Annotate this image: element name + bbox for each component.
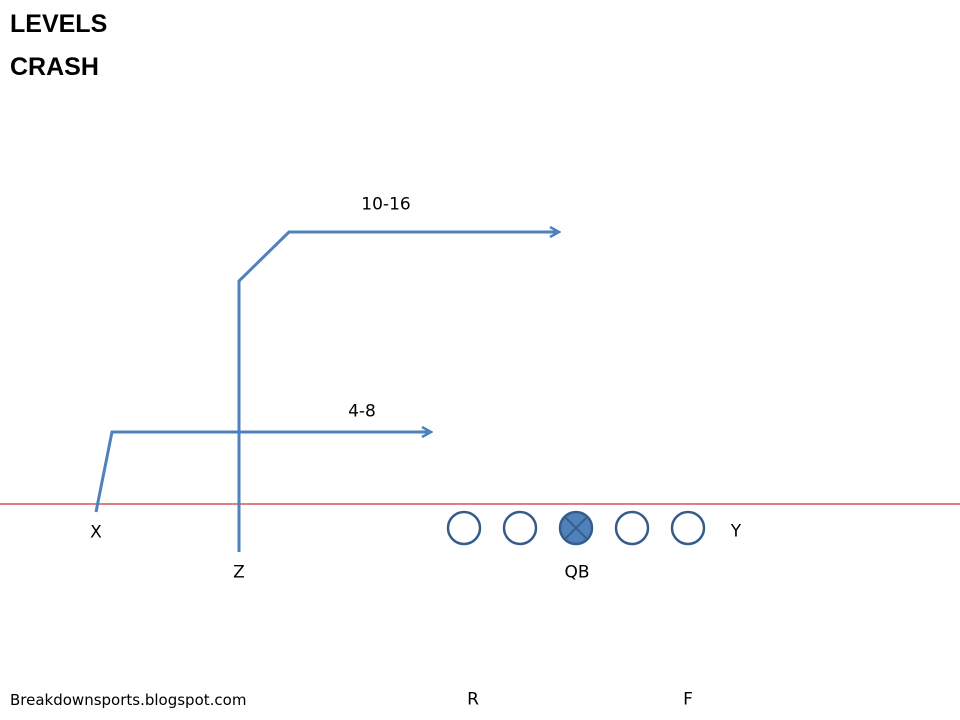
player-y-label: Y (730, 521, 742, 542)
x-route-shallow-cross (94, 432, 431, 513)
source-credit: Breakdownsports.blogspot.com (10, 691, 247, 709)
z-route-deep-cross (237, 232, 559, 552)
player-f-label: F (683, 689, 693, 710)
lineman-lg-icon (502, 510, 538, 546)
player-x-label: X (90, 522, 102, 543)
player-qb-label: QB (564, 562, 590, 583)
play-title-line-2: CRASH (10, 53, 99, 81)
lineman-rg-icon (614, 510, 650, 546)
center-qb-icon (558, 510, 594, 546)
route-depth-deep: 10-16 (361, 194, 411, 215)
player-z-label: Z (233, 562, 245, 583)
play-title-line-1: LEVELS (10, 10, 108, 38)
route-depth-short: 4-8 (348, 401, 376, 422)
lineman-lt-icon (446, 510, 482, 546)
lineman-rt-icon (670, 510, 706, 546)
player-r-label: R (467, 689, 479, 710)
